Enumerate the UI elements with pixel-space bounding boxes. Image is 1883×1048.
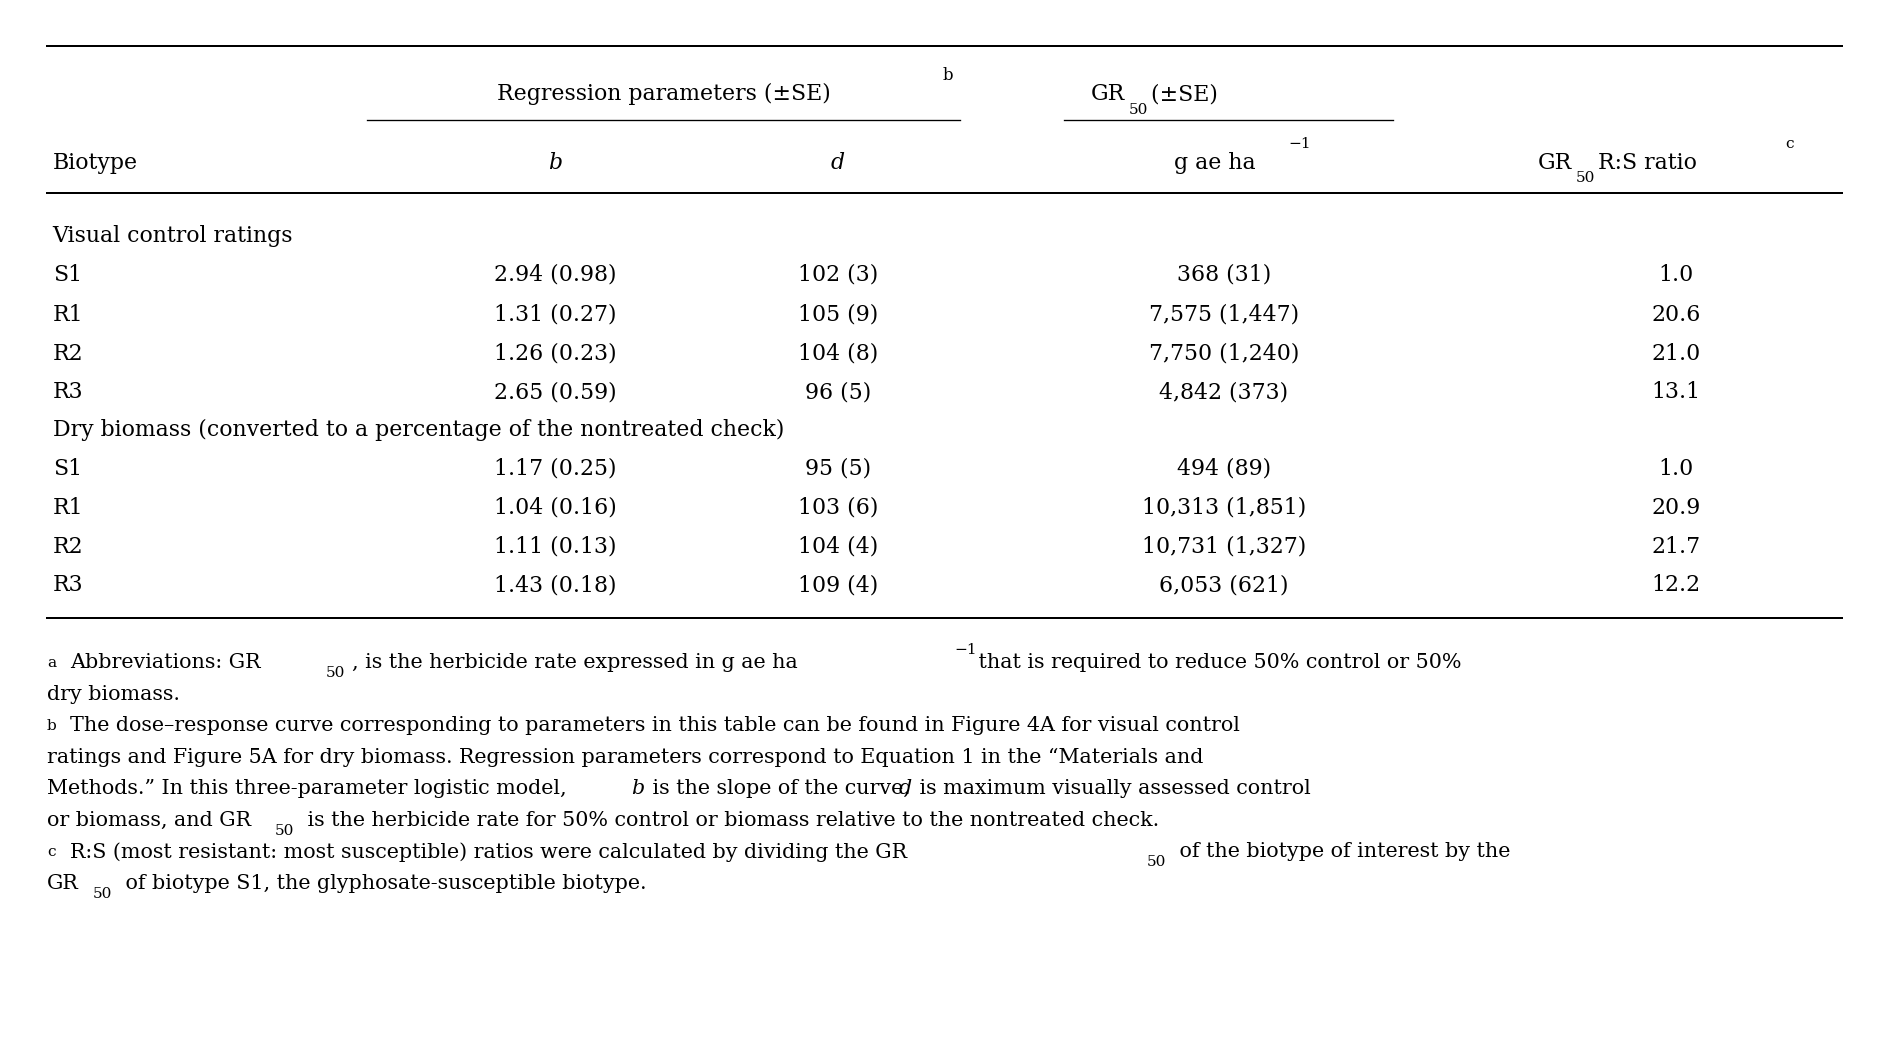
Text: d: d bbox=[830, 152, 845, 173]
Text: 7,575 (1,447): 7,575 (1,447) bbox=[1149, 304, 1299, 325]
Text: a: a bbox=[47, 655, 56, 670]
Text: 50: 50 bbox=[1128, 103, 1149, 117]
Text: R2: R2 bbox=[53, 343, 83, 364]
Text: 1.04 (0.16): 1.04 (0.16) bbox=[493, 497, 618, 518]
Text: b: b bbox=[47, 718, 56, 733]
Text: 1.0: 1.0 bbox=[1659, 264, 1693, 285]
Text: 50: 50 bbox=[275, 823, 294, 837]
Text: 104 (8): 104 (8) bbox=[798, 343, 877, 364]
Text: 50: 50 bbox=[1147, 854, 1166, 869]
Text: , is the herbicide rate expressed in g ae ha: , is the herbicide rate expressed in g a… bbox=[352, 653, 798, 672]
Text: Visual control ratings: Visual control ratings bbox=[53, 225, 294, 246]
Text: 1.43 (0.18): 1.43 (0.18) bbox=[493, 574, 618, 595]
Text: 102 (3): 102 (3) bbox=[798, 264, 877, 285]
Text: R2: R2 bbox=[53, 536, 83, 556]
Text: 1.26 (0.23): 1.26 (0.23) bbox=[493, 343, 618, 364]
Text: R1: R1 bbox=[53, 497, 83, 518]
Text: c: c bbox=[47, 844, 56, 858]
Text: that is required to reduce 50% control or 50%: that is required to reduce 50% control o… bbox=[972, 653, 1461, 672]
Text: −1: −1 bbox=[1288, 136, 1311, 151]
Text: R:S (most resistant: most susceptible) ratios were calculated by dividing the GR: R:S (most resistant: most susceptible) r… bbox=[70, 842, 906, 860]
Text: of biotype S1, the glyphosate-susceptible biotype.: of biotype S1, the glyphosate-susceptibl… bbox=[119, 873, 646, 892]
Text: The dose–response curve corresponding to parameters in this table can be found i: The dose–response curve corresponding to… bbox=[70, 716, 1239, 735]
Text: 2.65 (0.59): 2.65 (0.59) bbox=[493, 381, 618, 402]
Text: −1: −1 bbox=[955, 642, 977, 657]
Text: Regression parameters (±SE): Regression parameters (±SE) bbox=[497, 83, 830, 106]
Text: 109 (4): 109 (4) bbox=[798, 574, 877, 595]
Text: 1.11 (0.13): 1.11 (0.13) bbox=[493, 536, 618, 556]
Text: g ae ha: g ae ha bbox=[1173, 152, 1256, 173]
Text: is the herbicide rate for 50% control or biomass relative to the nontreated chec: is the herbicide rate for 50% control or… bbox=[301, 810, 1160, 829]
Text: Methods.” In this three-parameter logistic model,: Methods.” In this three-parameter logist… bbox=[47, 779, 572, 798]
Text: 50: 50 bbox=[92, 886, 111, 900]
Text: ratings and Figure 5A for dry biomass. Regression parameters correspond to Equat: ratings and Figure 5A for dry biomass. R… bbox=[47, 747, 1203, 766]
Text: R:S ratio: R:S ratio bbox=[1591, 152, 1697, 173]
Text: 20.6: 20.6 bbox=[1651, 304, 1700, 325]
Text: 21.0: 21.0 bbox=[1651, 343, 1700, 364]
Text: S1: S1 bbox=[53, 458, 81, 479]
Text: 494 (89): 494 (89) bbox=[1177, 458, 1271, 479]
Text: 1.0: 1.0 bbox=[1659, 458, 1693, 479]
Text: 1.31 (0.27): 1.31 (0.27) bbox=[493, 304, 618, 325]
Text: is maximum visually assessed control: is maximum visually assessed control bbox=[913, 779, 1311, 798]
Text: 50: 50 bbox=[1576, 171, 1595, 185]
Text: d: d bbox=[898, 779, 911, 798]
Text: b: b bbox=[548, 152, 563, 173]
Text: 2.94 (0.98): 2.94 (0.98) bbox=[493, 264, 618, 285]
Text: Dry biomass (converted to a percentage of the nontreated check): Dry biomass (converted to a percentage o… bbox=[53, 418, 783, 441]
Text: of the biotype of interest by the: of the biotype of interest by the bbox=[1173, 842, 1510, 860]
Text: 10,313 (1,851): 10,313 (1,851) bbox=[1141, 497, 1307, 518]
Text: 104 (4): 104 (4) bbox=[798, 536, 877, 556]
Text: 13.1: 13.1 bbox=[1651, 381, 1700, 402]
Text: GR: GR bbox=[1538, 152, 1572, 173]
Text: 21.7: 21.7 bbox=[1651, 536, 1700, 556]
Text: R1: R1 bbox=[53, 304, 83, 325]
Text: 4,842 (373): 4,842 (373) bbox=[1160, 381, 1288, 402]
Text: 50: 50 bbox=[326, 665, 345, 680]
Text: R3: R3 bbox=[53, 574, 83, 595]
Text: 368 (31): 368 (31) bbox=[1177, 264, 1271, 285]
Text: S1: S1 bbox=[53, 264, 81, 285]
Text: or biomass, and GR: or biomass, and GR bbox=[47, 810, 250, 829]
Text: 7,750 (1,240): 7,750 (1,240) bbox=[1149, 343, 1299, 364]
Text: is the slope of the curve,: is the slope of the curve, bbox=[646, 779, 917, 798]
Text: 1.17 (0.25): 1.17 (0.25) bbox=[493, 458, 618, 479]
Text: 10,731 (1,327): 10,731 (1,327) bbox=[1141, 536, 1307, 556]
Text: 105 (9): 105 (9) bbox=[798, 304, 877, 325]
Text: GR: GR bbox=[47, 873, 79, 892]
Text: 96 (5): 96 (5) bbox=[804, 381, 872, 402]
Text: Biotype: Biotype bbox=[53, 152, 137, 173]
Text: b: b bbox=[631, 779, 644, 798]
Text: R3: R3 bbox=[53, 381, 83, 402]
Text: 95 (5): 95 (5) bbox=[804, 458, 872, 479]
Text: (±SE): (±SE) bbox=[1143, 84, 1218, 105]
Text: 103 (6): 103 (6) bbox=[798, 497, 877, 518]
Text: GR: GR bbox=[1090, 84, 1124, 105]
Text: c: c bbox=[1785, 136, 1794, 151]
Text: dry biomass.: dry biomass. bbox=[47, 684, 181, 703]
Text: Abbreviations: GR: Abbreviations: GR bbox=[70, 653, 260, 672]
Text: 12.2: 12.2 bbox=[1651, 574, 1700, 595]
Text: b: b bbox=[943, 67, 953, 84]
Text: 6,053 (621): 6,053 (621) bbox=[1160, 574, 1288, 595]
Text: 20.9: 20.9 bbox=[1651, 497, 1700, 518]
